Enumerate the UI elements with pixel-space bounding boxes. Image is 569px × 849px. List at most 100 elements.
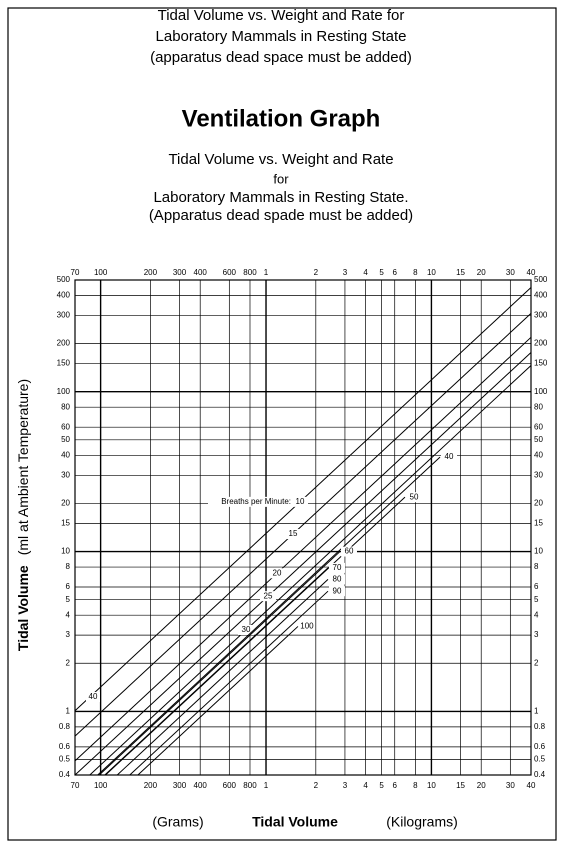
series-label: 15	[289, 529, 298, 538]
y-tick-label: 500	[57, 275, 71, 284]
series-label: 40	[89, 692, 98, 701]
data-line	[116, 578, 329, 776]
label-bg	[285, 529, 301, 540]
y-tick-label: 30	[61, 470, 70, 479]
y-tick-label: 80	[61, 402, 70, 411]
x-tick-label: 8	[413, 268, 418, 277]
x-tick-label: 200	[144, 268, 158, 277]
y-tick-label: 15	[61, 519, 70, 528]
x-tick-label: 800	[243, 268, 257, 277]
series-label: 70	[333, 563, 342, 572]
y-tick-label: 0.8	[59, 722, 71, 731]
header-line: (apparatus dead space must be added)	[150, 49, 412, 66]
subtitle: Laboratory Mammals in Resting State.	[153, 189, 408, 206]
y-tick-label: 40	[61, 450, 70, 459]
y-tick-label: 100	[57, 387, 71, 396]
y-tick-label: 8	[534, 562, 539, 571]
y-tick-label: 80	[534, 402, 543, 411]
data-line	[89, 365, 532, 776]
x-tick-label: 4	[363, 268, 368, 277]
x-tick-label: 2	[314, 781, 319, 790]
x-tick-label: 10	[427, 781, 436, 790]
y-axis-label-unit: (ml at Ambient Temperature)	[15, 379, 31, 555]
y-tick-label: 60	[61, 422, 70, 431]
y-tick-label: 1	[534, 707, 539, 716]
y-tick-label: 50	[534, 435, 543, 444]
y-tick-label: 150	[534, 359, 548, 368]
y-tick-label: 0.6	[534, 742, 546, 751]
series-label: 80	[333, 574, 342, 583]
y-tick-label: 40	[534, 450, 543, 459]
label-bg	[329, 586, 346, 597]
x-tick-label: 600	[223, 268, 237, 277]
y-tick-label: 0.4	[59, 770, 71, 779]
x-tick-label: 400	[194, 268, 208, 277]
y-tick-label: 8	[66, 562, 71, 571]
y-tick-label: 2	[534, 658, 539, 667]
label-bg	[329, 574, 346, 585]
y-tick-label: 5	[534, 595, 539, 604]
y-axis-label-main: Tidal Volume	[15, 565, 31, 651]
x-tick-label: 1	[264, 781, 269, 790]
label-bg	[238, 624, 254, 635]
series-label: 100	[300, 622, 314, 631]
y-tick-label: 0.8	[534, 722, 546, 731]
header-line: Tidal Volume vs. Weight and Rate for	[158, 7, 405, 24]
label-bg	[208, 496, 292, 507]
x-tick-label: 100	[94, 781, 108, 790]
x-tick-label: 6	[392, 781, 397, 790]
y-tick-label: 2	[66, 658, 71, 667]
label-bg	[329, 562, 346, 573]
y-tick-label: 5	[66, 595, 71, 604]
y-tick-label: 500	[534, 275, 548, 284]
y-tick-label: 3	[534, 630, 539, 639]
data-line	[74, 313, 532, 737]
label-bg	[405, 492, 422, 503]
y-tick-label: 400	[57, 291, 71, 300]
series-label: 20	[273, 568, 282, 577]
x-tick-label: 20	[477, 268, 486, 277]
y-tick-label: 10	[61, 547, 70, 556]
y-tick-label: 1	[66, 707, 71, 716]
x-tick-label: 6	[392, 268, 397, 277]
data-line	[129, 590, 329, 776]
x-tick-label: 4	[363, 781, 368, 790]
y-tick-label: 4	[534, 610, 539, 619]
y-tick-label: 30	[534, 470, 543, 479]
chart-title: Ventilation Graph	[182, 105, 381, 132]
x-tick-label: 2	[314, 268, 319, 277]
y-tick-label: 4	[66, 610, 71, 619]
x-tick-label: 30	[506, 268, 515, 277]
x-tick-label: 1	[264, 268, 269, 277]
x-tick-label: 100	[94, 268, 108, 277]
data-line	[104, 567, 329, 776]
label-bg	[292, 496, 308, 507]
subtitle: for	[273, 171, 289, 186]
y-tick-label: 20	[61, 499, 70, 508]
plot-frame	[74, 279, 532, 776]
y-tick-label: 200	[534, 339, 548, 348]
series-label: 25	[264, 591, 273, 600]
x-tick-label: 600	[223, 781, 237, 790]
x-tick-label: 800	[243, 781, 257, 790]
y-tick-label: 20	[534, 499, 543, 508]
series-label: 50	[410, 492, 419, 501]
y-tick-label: 6	[534, 582, 539, 591]
data-line	[98, 551, 341, 776]
label-bg	[269, 568, 285, 579]
y-tick-label: 50	[61, 435, 70, 444]
x-tick-label: 3	[343, 781, 348, 790]
x-axis-label: Tidal Volume	[252, 814, 338, 830]
x-tick-label: 5	[379, 781, 384, 790]
data-line	[97, 456, 441, 776]
y-tick-label: 0.5	[534, 755, 546, 764]
x-tick-label: 15	[456, 781, 465, 790]
x-tick-label: 400	[194, 781, 208, 790]
label-bg	[260, 591, 276, 602]
y-tick-label: 200	[57, 339, 71, 348]
x-tick-label: 20	[477, 781, 486, 790]
y-tick-label: 400	[534, 291, 548, 300]
y-tick-label: 0.5	[59, 755, 71, 764]
x-tick-label: 300	[173, 781, 187, 790]
